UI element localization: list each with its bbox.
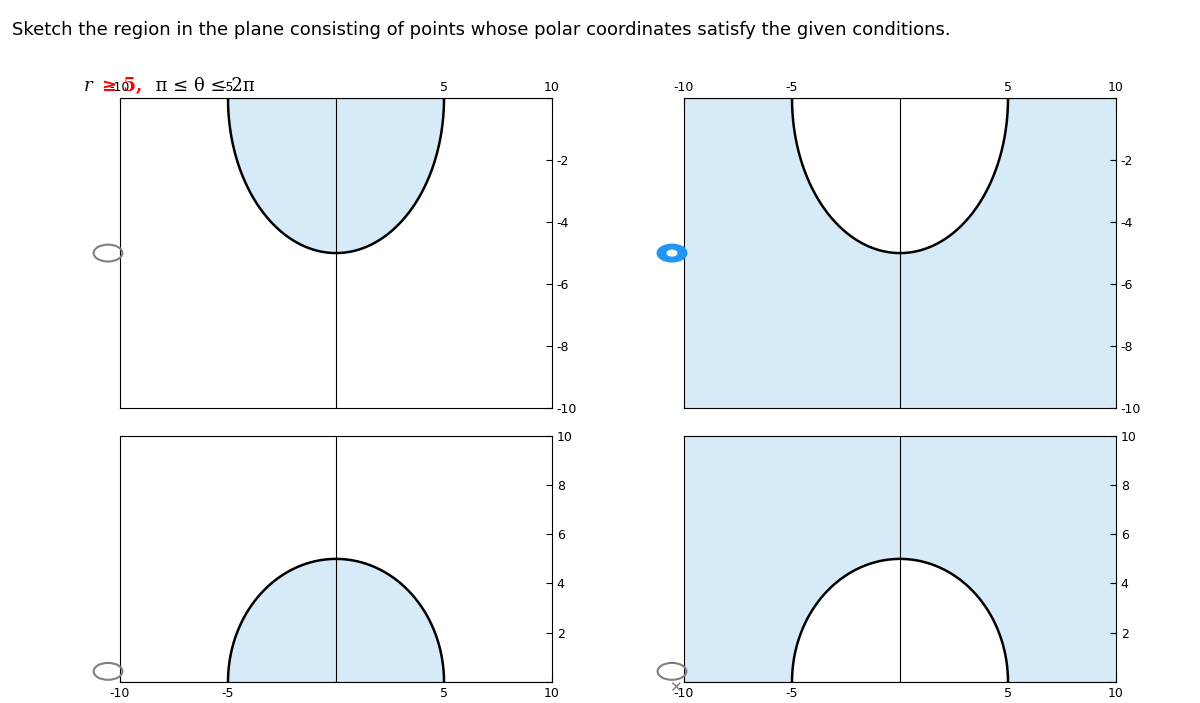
Text: ✕: ✕ [668,680,682,695]
Polygon shape [228,559,444,682]
Text: r: r [84,77,92,96]
Text: Sketch the region in the plane consisting of points whose polar coordinates sati: Sketch the region in the plane consistin… [12,21,950,39]
Polygon shape [228,98,444,253]
Polygon shape [792,559,1008,682]
Text: π ≤ θ ≤ 2π: π ≤ θ ≤ 2π [144,77,254,96]
Text: ≥ 5,: ≥ 5, [102,77,143,96]
Polygon shape [792,98,1008,253]
